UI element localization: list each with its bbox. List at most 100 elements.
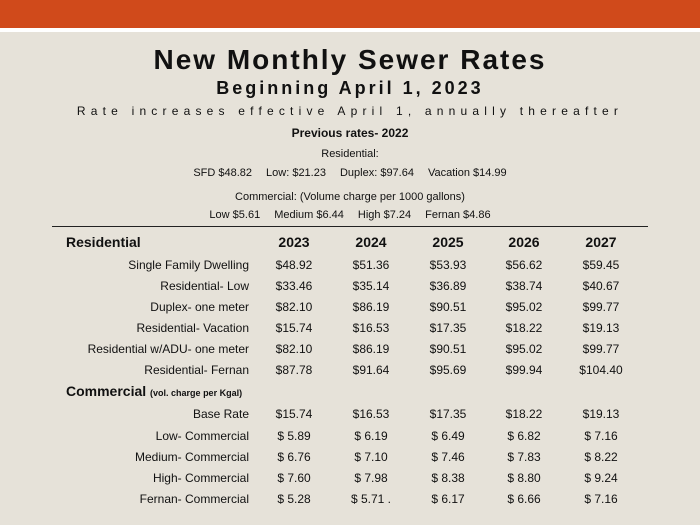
rate-cell: $18.22 xyxy=(505,407,543,421)
rate-cell: $87.78 xyxy=(275,363,313,377)
rate-cell: $ 5.71 . xyxy=(350,492,392,506)
commercial-subheading: (vol. charge per Kgal) xyxy=(150,388,243,398)
rate-cell: $99.77 xyxy=(582,342,620,356)
rate-cell: $ 7.60 xyxy=(277,471,311,485)
rate-cell: $95.02 xyxy=(505,342,543,356)
previous-commercial-rates: Low $5.61 Medium $6.44 High $7.24 Fernan $4… xyxy=(0,209,700,221)
divider xyxy=(52,226,648,227)
header-divider xyxy=(0,28,700,32)
rate-cell: $53.93 xyxy=(429,258,467,272)
page-subtitle: Beginning April 1, 2023 xyxy=(216,78,484,98)
rate-cell: $95.69 xyxy=(429,363,467,377)
rate-cell: $15.74 xyxy=(275,321,313,335)
prev-rate: High $7.24 xyxy=(357,209,412,221)
rate-cell: $95.02 xyxy=(505,300,543,314)
rate-cell: $86.19 xyxy=(352,300,390,314)
rate-cell: $48.92 xyxy=(275,258,313,272)
rate-cell: $36.89 xyxy=(429,279,467,293)
rate-cell: $ 7.98 xyxy=(354,471,388,485)
rate-cell: $16.53 xyxy=(352,321,390,335)
rate-cell: $18.22 xyxy=(505,321,543,335)
rate-cell: $ 6.49 xyxy=(431,429,465,443)
rate-cell: $86.19 xyxy=(352,342,390,356)
row-label: Base Rate xyxy=(192,407,249,421)
year-header: 2023 xyxy=(278,234,310,250)
rate-cell: $90.51 xyxy=(429,300,467,314)
prev-rate: Low: $21.23 xyxy=(266,167,326,179)
prev-rate: Duplex: $97.64 xyxy=(339,167,414,179)
rate-cell: $ 6.66 xyxy=(507,492,541,506)
header-bar xyxy=(0,0,700,28)
rate-cell: $ 8.38 xyxy=(431,471,465,485)
year-header: 2026 xyxy=(508,234,540,250)
row-label: Single Family Dwelling xyxy=(128,258,249,272)
rate-cell: $51.36 xyxy=(352,258,390,272)
rate-cell: $ 8.22 xyxy=(584,450,618,464)
commercial-heading-label: Commercial xyxy=(66,383,147,399)
rate-cell: $ 9.24 xyxy=(584,471,618,485)
rate-cell: $19.13 xyxy=(582,407,620,421)
rate-cell: $33.46 xyxy=(275,279,313,293)
rate-cell: $ 6.17 xyxy=(431,492,465,506)
rate-cell: $38.74 xyxy=(505,279,543,293)
table-row: Duplex- one meter $82.10 $86.19 $90.51 $95.0… xyxy=(0,300,700,318)
rate-cell: $40.67 xyxy=(582,279,620,293)
table-row: Residential w/ADU- one meter $82.10 $86.19… xyxy=(0,342,700,360)
table-row: Fernan- Commercial $ 5.28 $ 5.71 . $ 6.17 $ … xyxy=(0,492,700,510)
row-label: Residential- Fernan xyxy=(144,363,249,377)
rate-cell: $ 6.82 xyxy=(507,429,541,443)
table-row: Medium- Commercial $ 6.76 $ 7.10 $ 7.46 $ 7.… xyxy=(0,450,700,468)
rate-cell: $ 7.16 xyxy=(584,429,618,443)
previous-rates-heading: Previous rates- 2022 xyxy=(291,126,409,140)
rate-cell: $ 7.16 xyxy=(584,492,618,506)
rate-cell: $104.40 xyxy=(579,363,623,377)
rate-cell: $ 8.80 xyxy=(507,471,541,485)
rate-cell: $ 6.19 xyxy=(354,429,388,443)
table-row: Low- Commercial $ 5.89 $ 6.19 $ 6.49 $ 6.82 $… xyxy=(0,429,700,447)
rate-cell: $82.10 xyxy=(275,342,313,356)
rate-cell: $56.62 xyxy=(505,258,543,272)
year-header: 2024 xyxy=(355,234,387,250)
table-header-row: Residential 2023 2024 2025 2026 2027 xyxy=(0,234,700,252)
rate-cell: $59.45 xyxy=(582,258,620,272)
row-label: Residential w/ADU- one meter xyxy=(87,342,249,356)
rate-cell: $99.77 xyxy=(582,300,620,314)
row-label: Fernan- Commercial xyxy=(139,492,249,506)
rate-cell: $35.14 xyxy=(352,279,390,293)
rate-cell: $16.53 xyxy=(352,407,390,421)
row-label: Residential- Low xyxy=(160,279,249,293)
prev-rate: Low $5.61 xyxy=(209,209,261,221)
rate-cell: $91.64 xyxy=(352,363,390,377)
table-row: High- Commercial $ 7.60 $ 7.98 $ 8.38 $ 8.80… xyxy=(0,471,700,489)
row-label: Duplex- one meter xyxy=(150,300,249,314)
table-row: Base Rate $15.74 $16.53 $17.35 $18.22 $19.13 xyxy=(0,407,700,425)
year-header: 2027 xyxy=(585,234,617,250)
row-label: Low- Commercial xyxy=(155,429,249,443)
prev-rate: Vacation $14.99 xyxy=(427,167,507,179)
rate-cell: $ 5.89 xyxy=(277,429,311,443)
residential-heading: Residential xyxy=(66,234,141,250)
rate-cell: $82.10 xyxy=(275,300,313,314)
table-row: Residential- Low $33.46 $35.14 $36.89 $38.74… xyxy=(0,279,700,297)
year-header: 2025 xyxy=(432,234,464,250)
commercial-heading: Commercial (vol. charge per Kgal) xyxy=(66,383,242,399)
rate-cell: $19.13 xyxy=(582,321,620,335)
prev-rate: Fernan $4.86 xyxy=(425,209,491,221)
previous-commercial-label: Commercial: (Volume charge per 1000 gall… xyxy=(235,191,465,203)
previous-residential-rates: SFD $48.82 Low: $21.23 Duplex: $97.64 Vacat… xyxy=(0,167,700,179)
rate-cell: $99.94 xyxy=(505,363,543,377)
table-row: Single Family Dwelling $48.92 $51.36 $53.93… xyxy=(0,258,700,276)
prev-rate: Medium $6.44 xyxy=(274,209,344,221)
rate-cell: $ 7.83 xyxy=(507,450,541,464)
rate-cell: $ 7.46 xyxy=(431,450,465,464)
rate-cell: $17.35 xyxy=(429,321,467,335)
row-label: High- Commercial xyxy=(152,471,249,485)
previous-residential-label: Residential: xyxy=(321,148,379,160)
table-row: Residential- Fernan $87.78 $91.64 $95.69 $99… xyxy=(0,363,700,381)
rate-cell: $90.51 xyxy=(429,342,467,356)
rate-cell: $15.74 xyxy=(275,407,313,421)
rate-cell: $ 6.76 xyxy=(277,450,311,464)
rate-cell: $17.35 xyxy=(429,407,467,421)
prev-rate: SFD $48.82 xyxy=(193,167,253,179)
page-title: New Monthly Sewer Rates xyxy=(153,44,547,75)
